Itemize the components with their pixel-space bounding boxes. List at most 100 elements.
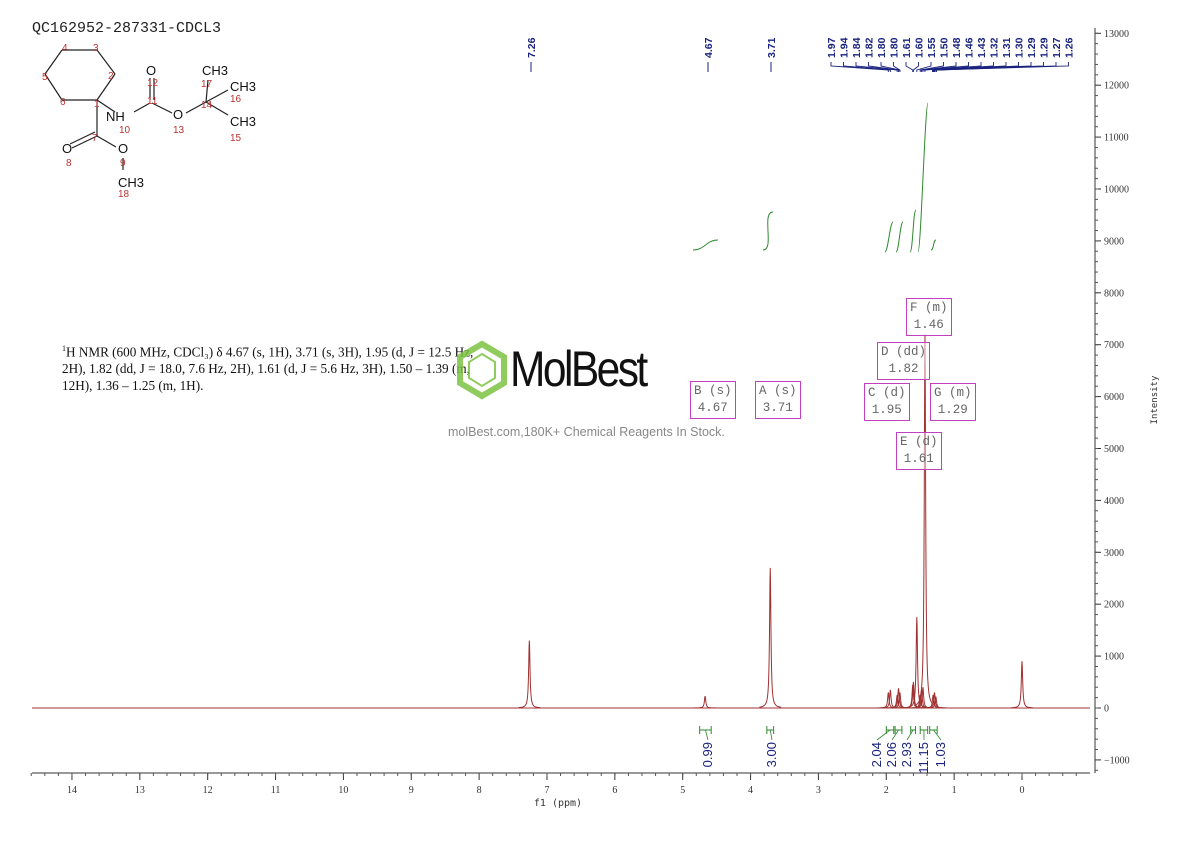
y-tick-label: −1000 (1104, 755, 1130, 766)
multiplet-label: D (dd) (881, 345, 927, 359)
integral-value: 3.00 (764, 742, 779, 767)
peak-label: 7.26 (526, 37, 538, 58)
peak-label: 1.55 (926, 37, 938, 58)
x-tick-label: 0 (1020, 785, 1025, 796)
atom-number: 7 (92, 133, 98, 144)
spectrum-peak (694, 695, 716, 709)
peak-label: 4.67 (703, 37, 715, 58)
x-tick-label: 7 (544, 785, 549, 796)
peak-label: 1.94 (839, 37, 851, 58)
multiplet-label: C (d) (868, 386, 906, 400)
integral-curve (884, 221, 894, 253)
peak-label: 1.46 (964, 37, 976, 58)
molecule-structure (44, 49, 229, 170)
peak-label-line (855, 62, 898, 72)
peak-label-line (936, 62, 1069, 72)
multiplet-label: B (s) (694, 384, 732, 398)
y-tick-label: 7000 (1104, 340, 1124, 351)
atom-number: 9 (120, 158, 126, 169)
y-tick-label: 8000 (1104, 288, 1124, 299)
peak-label-line (905, 62, 914, 72)
multiplet-box-c: C (d) 1.95 (864, 383, 910, 421)
x-tick-label: 4 (748, 785, 753, 796)
axes: 14 13 12 11 10 9 8 7 6 5 4 3 2 1 0f1 (ppm)130001200011… (30, 28, 1160, 809)
multiplet-box-g: G (m) 1.29 (930, 383, 976, 421)
atom-number: 11 (147, 96, 158, 107)
integral-value: 0.99 (700, 742, 715, 767)
atom-number: 12 (147, 78, 159, 89)
atom-group-nh: NH (106, 109, 125, 124)
multiplet-shift: 1.95 (871, 403, 902, 417)
integral-value: 11.15 (916, 742, 931, 774)
integral-curve (692, 239, 719, 251)
spectrum-title: QC162952-287331-CDCL3 (32, 20, 222, 37)
peak-label-line (912, 62, 919, 72)
spectrum-peak (759, 567, 782, 708)
spectrum-peaks (32, 334, 1090, 709)
multiplet-shift: 3.71 (762, 401, 793, 415)
atom-number: 16 (230, 94, 242, 105)
atom-group-o9: O (118, 141, 129, 156)
peak-label: 1.27 (1051, 37, 1063, 58)
peak-label: 1.26 (1064, 37, 1076, 58)
peak-label: 1.82 (864, 37, 876, 58)
peak-label: 1.61 (901, 37, 913, 58)
nmr-description: 1H NMR (600 MHz, CDCl₃) δ 4.67 (s, 1H), … (62, 340, 482, 394)
y-tick-label: 9000 (1104, 236, 1124, 247)
spectrum-peak (1011, 661, 1033, 709)
atom-number: 10 (119, 125, 131, 136)
atom-group-o12: O (146, 63, 157, 78)
x-axis-label: f1 (ppm) (534, 798, 582, 809)
atom-number: 18 (118, 189, 130, 200)
multiplet-label: F (m) (910, 301, 948, 315)
peak-label: 1.80 (876, 37, 888, 58)
peak-label: 1.48 (951, 37, 963, 58)
multiplet-box-a: A (s) 3.71 (755, 381, 801, 419)
x-tick-label: 2 (884, 785, 889, 796)
y-tick-label: 13000 (1104, 29, 1129, 40)
x-tick-label: 8 (477, 785, 482, 796)
multiplet-shift: 1.46 (913, 318, 944, 332)
nmr-description-text: H NMR (600 MHz, CDCl₃) δ 4.67 (s, 1H), 3… (62, 344, 474, 394)
peak-label-line (924, 62, 982, 72)
integral-leader (876, 729, 891, 741)
multiplet-shift: 1.29 (937, 403, 968, 417)
x-tick-label: 10 (338, 785, 348, 796)
integral-curves: 0.99 3.00 2.04 2.06 2.93 11.15 1.03 (692, 102, 948, 774)
atom-number: 8 (66, 158, 72, 169)
multiplet-box-b: B (s) 4.67 (690, 381, 736, 419)
peak-label-line (922, 62, 969, 72)
peak-label-line (843, 62, 891, 72)
y-tick-label: 4000 (1104, 496, 1124, 507)
peak-label: 1.30 (1014, 37, 1026, 58)
peak-label: 1.60 (914, 37, 926, 58)
multiplet-label: A (s) (759, 384, 797, 398)
atom-number: 1 (94, 99, 100, 110)
integral-curve (917, 102, 929, 253)
atom-group-ch3_16: CH3 (230, 79, 257, 94)
integral-curve (930, 239, 937, 251)
spectrum-peak (518, 640, 541, 709)
multiplet-shift: 1.61 (903, 452, 934, 466)
integral-value: 1.03 (933, 742, 948, 767)
atom-group-ch3_18: CH3 (118, 175, 145, 190)
spectrum-peak (905, 617, 928, 708)
integral-value: 2.04 (869, 742, 884, 767)
y-tick-label: 2000 (1104, 600, 1124, 611)
x-tick-label: 12 (203, 785, 213, 796)
atom-group-o8: O (62, 141, 73, 156)
watermark-logo: MolBest (510, 341, 648, 397)
molbest-logo-icon (457, 340, 507, 400)
integral-value: 2.06 (884, 742, 899, 767)
peak-label: 1.50 (939, 37, 951, 58)
peak-labels: 7.26 4.67 3.71 1.97 1.94 1.84 1.82 1.80 1.80 1.61… (526, 37, 1076, 72)
atom-group-ch3_17: CH3 (202, 63, 229, 78)
multiplet-box-f: F (m) 1.46 (906, 298, 952, 336)
integral-leader (891, 729, 899, 741)
atom-group-o13: O (173, 107, 184, 122)
multiplet-label: G (m) (934, 386, 972, 400)
x-tick-label: 14 (67, 785, 77, 796)
peak-label-line (919, 62, 944, 72)
integral-leader (769, 729, 773, 741)
